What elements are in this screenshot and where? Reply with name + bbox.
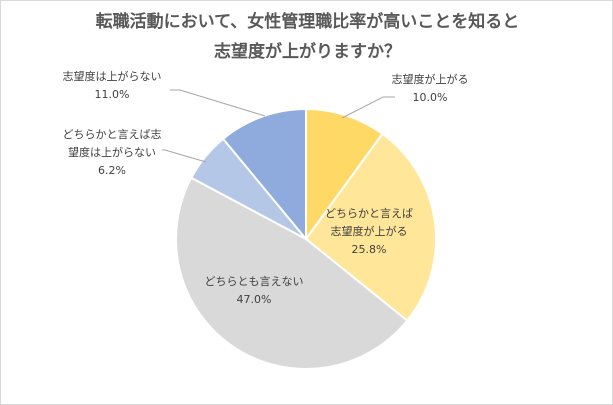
slice-category-label-2: 志望度が上がる <box>331 224 408 238</box>
slice-category-label-4: どちらかと言えば志 <box>63 128 162 141</box>
slice-category-label-3: どちらとも言えない <box>205 275 304 288</box>
leader-lines <box>162 89 395 163</box>
slice-value-label-2: 25.8% <box>352 243 387 256</box>
slice-value-label-1: 10.0% <box>413 91 448 104</box>
pie-slice-3 <box>175 176 409 370</box>
leader-line-1 <box>341 96 395 119</box>
pie-slice-5 <box>221 107 307 242</box>
slice-category-label-5: 志望度は上がらない <box>63 69 162 83</box>
slice-labels: 志望度が上がる10.0%どちらかと言えば志望度が上がる25.8%どちらとも言えな… <box>63 69 469 306</box>
pie-slice-2 <box>304 132 437 323</box>
slice-value-label-3: 47.0% <box>237 293 272 306</box>
slice-value-label-5: 11.0% <box>95 88 130 101</box>
slice-category-label-2: どちらかと言えば <box>325 207 413 220</box>
slice-category-label-4: 望度は上がらない <box>68 145 156 159</box>
leader-line-4 <box>162 149 207 163</box>
chart-title-line-1: 転職活動において、女性管理職比率が高いことを知ると <box>95 12 520 32</box>
leader-line-5 <box>170 89 266 117</box>
pie-slices <box>175 107 437 370</box>
slice-category-label-1: 志望度が上がる <box>392 72 469 86</box>
chart-title: 転職活動において、女性管理職比率が高いことを知ると 志望度が上がりますか？ <box>1 7 613 67</box>
slice-value-label-4: 6.2% <box>98 164 126 177</box>
chart-title-line-2: 志望度が上がりますか？ <box>214 42 401 62</box>
